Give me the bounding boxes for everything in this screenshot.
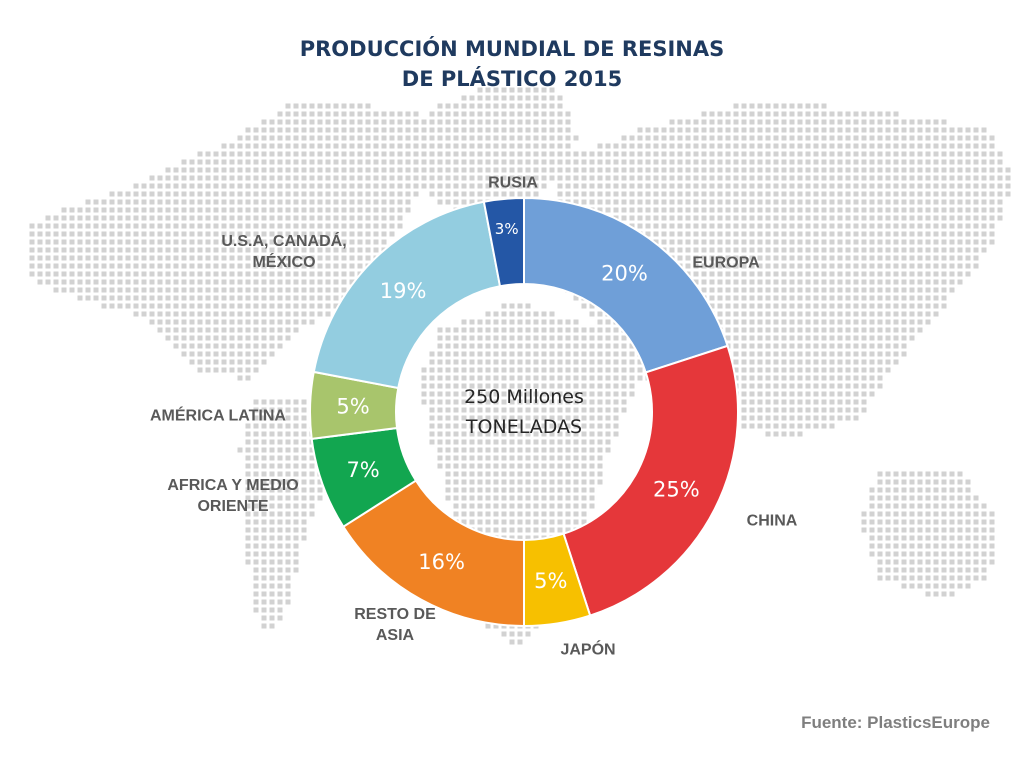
value-label: 3% (495, 220, 519, 238)
chart-title-line-2: DE PLÁSTICO 2015 (401, 67, 623, 91)
category-label: ASIA (376, 627, 415, 644)
category-label: RESTO DE (354, 606, 436, 623)
center-label-amount: 250 Millones (464, 386, 584, 408)
slice-europa (523, 196, 729, 374)
category-label: CHINA (747, 513, 798, 530)
category-label: JAPÓN (560, 640, 615, 659)
slice-china (562, 344, 739, 617)
value-label: 16% (418, 550, 465, 574)
category-label: AMÉRICA LATINA (150, 406, 286, 425)
category-label: ORIENTE (197, 498, 268, 515)
category-label: RUSIA (488, 175, 538, 192)
map-dots (29, 87, 1011, 645)
value-label: 20% (601, 262, 648, 286)
category-label: U.S.A, CANADÁ, (221, 231, 346, 250)
category-label: EUROPA (692, 255, 760, 272)
value-label: 5% (534, 569, 567, 593)
value-label: 19% (380, 279, 427, 303)
center-label-unit: TONELADAS (465, 416, 582, 438)
chart-title-line-1: PRODUCCIÓN MUNDIAL DE RESINAS (299, 37, 725, 61)
category-label: AFRICA Y MEDIO (167, 477, 298, 494)
value-label: 25% (653, 478, 700, 502)
source-note: Fuente: PlasticsEurope (801, 713, 990, 732)
value-label: 5% (336, 395, 369, 419)
category-label: MÉXICO (252, 252, 315, 271)
slice-rusia (482, 196, 525, 288)
value-label: 7% (346, 458, 379, 482)
